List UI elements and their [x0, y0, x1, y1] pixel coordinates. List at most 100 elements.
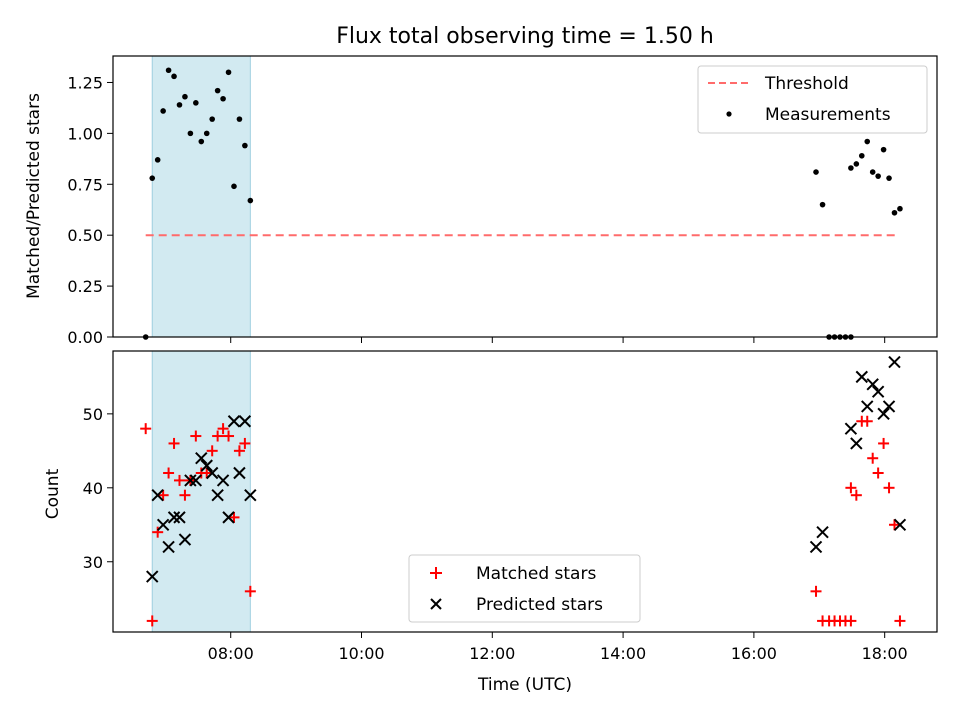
- measurement-point: [209, 116, 215, 122]
- predicted-stars-point: [146, 570, 159, 583]
- top-axes-frame: [112, 55, 938, 338]
- measurement-point: [813, 169, 819, 175]
- top-panel: 0.00 0.25 0.50 0.75 1.00 1.25 Matched/Predict…: [24, 55, 938, 347]
- matched-stars-point: [173, 474, 185, 486]
- predicted-stars-point: [233, 466, 246, 480]
- measurement-point: [182, 93, 188, 100]
- predicted-stars-point: [173, 511, 186, 524]
- measurement-point: [891, 209, 898, 216]
- x-tick-label: 18:00: [862, 644, 908, 663]
- y-tick-label: 50: [83, 405, 103, 424]
- measurement-point: [886, 175, 892, 181]
- y-tick-label: 0.25: [67, 277, 103, 296]
- measurement-point: [171, 73, 177, 80]
- predicted-stars-point: [861, 400, 874, 413]
- matched-stars-point: [861, 415, 873, 427]
- matched-stars-point: [244, 585, 256, 597]
- predicted-stars-point: [216, 474, 230, 487]
- measurement-point: [242, 142, 248, 149]
- predicted-stars-point: [882, 400, 896, 413]
- legend-matched-label: Matched stars: [476, 564, 596, 584]
- matched-stars-point: [201, 467, 213, 479]
- x-axis-label: Time (UTC): [477, 675, 572, 695]
- bottom-panel: 30 40 50 08:00 10:00 12:00 14:00 16:00 18:00 Co…: [43, 350, 938, 695]
- measurement-point: [176, 102, 183, 108]
- predicted-stars-point: [189, 474, 203, 487]
- bottom-ylabel: Count: [43, 468, 63, 519]
- bottom-legend-box: [408, 554, 641, 623]
- matched-stars-point: [878, 437, 890, 449]
- matched-stars-point: [163, 467, 175, 479]
- predicted-stars-point: [855, 370, 869, 384]
- bottom-axes-frame: [112, 350, 938, 633]
- predicted-stars-point: [151, 488, 164, 502]
- measurement-point: [149, 175, 156, 181]
- observing-window-span: [151, 350, 251, 633]
- measurement-point: [880, 146, 887, 153]
- top-legend: Threshold Measurements: [697, 65, 928, 134]
- predicted-stars-point: [205, 466, 219, 480]
- predicted-stars-point: [850, 437, 863, 450]
- x-tick-label: 08:00: [208, 644, 254, 663]
- matched-stars-point: [845, 482, 857, 494]
- measurement-point: [875, 173, 881, 179]
- measurement-point: [848, 165, 854, 171]
- measurement-point: [819, 201, 826, 208]
- legend-measurements-label: Measurements: [765, 105, 891, 125]
- y-tick-label: 0.50: [67, 226, 103, 245]
- predicted-stars-point: [871, 385, 885, 398]
- matched-stars-point: [179, 489, 191, 501]
- measurement-point: [193, 100, 199, 106]
- matched-stars-point: [894, 615, 906, 627]
- legend-measurements-swatch: [726, 111, 732, 117]
- matched-stars-point: [152, 526, 164, 538]
- y-tick-label: 0.75: [67, 175, 103, 194]
- predicted-stars-point: [844, 422, 858, 435]
- predicted-stars-point: [866, 378, 879, 391]
- matched-stars-point: [168, 437, 180, 449]
- predicted-stars-point: [195, 452, 208, 465]
- y-tick-label: 40: [83, 479, 103, 498]
- top-ylabel: Matched/Predicted stars: [24, 93, 44, 299]
- predicted-stars-point: [816, 525, 829, 539]
- predicted-stars-point: [211, 488, 224, 502]
- matched-stars-point: [223, 430, 235, 442]
- predicted-stars-point: [200, 459, 213, 472]
- matched-stars-point: [233, 445, 245, 457]
- y-tick-label: 1.25: [67, 73, 103, 92]
- y-tick-label: 0.00: [67, 328, 103, 347]
- measurement-point: [198, 138, 205, 145]
- predicted-stars-point: [227, 415, 241, 428]
- measurement-point: [897, 205, 903, 212]
- matched-stars-point: [212, 430, 224, 442]
- predicted-stars-point: [893, 518, 907, 531]
- measurement-point: [231, 183, 237, 190]
- predicted-stars-point: [222, 511, 235, 524]
- matched-stars-point: [872, 467, 884, 479]
- measurement-point: [160, 108, 166, 114]
- chart-title: Flux total observing time = 1.50 h: [336, 24, 714, 49]
- measurement-point: [203, 130, 210, 137]
- measurement-point: [165, 67, 172, 74]
- measurement-point: [853, 161, 860, 167]
- matched-stars-point: [867, 452, 879, 464]
- measurement-point: [214, 87, 221, 94]
- matched-stars-point: [850, 489, 862, 501]
- matched-stars-point: [157, 489, 169, 501]
- predicted-stars-point: [156, 518, 170, 531]
- measurement-point: [864, 138, 871, 145]
- x-tick-label: 12:00: [469, 644, 515, 663]
- predicted-stars-point: [809, 540, 823, 554]
- predicted-stars-point: [184, 474, 197, 487]
- matched-stars-point: [883, 482, 895, 494]
- matched-stars-point: [810, 585, 822, 597]
- measurement-point: [225, 69, 232, 76]
- matched-stars-point: [888, 519, 900, 531]
- top-legend-box: [697, 65, 928, 134]
- matched-stars-point: [140, 423, 152, 435]
- measurement-point: [869, 169, 876, 175]
- predicted-stars-point: [888, 355, 901, 369]
- x-tick-label: 16:00: [731, 644, 777, 663]
- measurement-point: [187, 130, 194, 137]
